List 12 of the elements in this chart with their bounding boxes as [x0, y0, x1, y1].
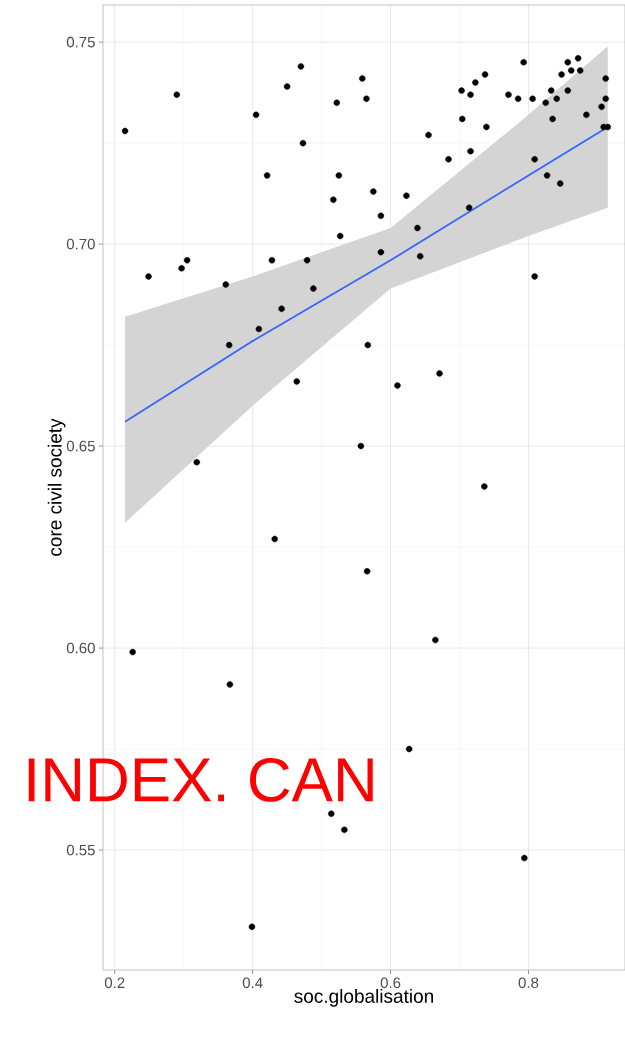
- y-tick-label: 0.55: [66, 844, 95, 856]
- annotation: INDEX. CAN: [28, 757, 373, 802]
- x-tick-label: 0.8: [518, 977, 539, 989]
- x-tick-label: 0.4: [242, 977, 263, 989]
- y-axis-title: core civil society: [47, 418, 66, 556]
- y-tick-label: 0.75: [66, 36, 95, 48]
- x-tick-label: 0.6: [380, 977, 401, 989]
- x-axis-title: soc.globalisation: [294, 988, 433, 1007]
- x-tick-label: 0.2: [104, 977, 125, 989]
- y-tick-label: 0.70: [66, 238, 95, 250]
- y-tick-label: 0.65: [66, 440, 95, 452]
- y-tick-label: 0.60: [66, 642, 95, 654]
